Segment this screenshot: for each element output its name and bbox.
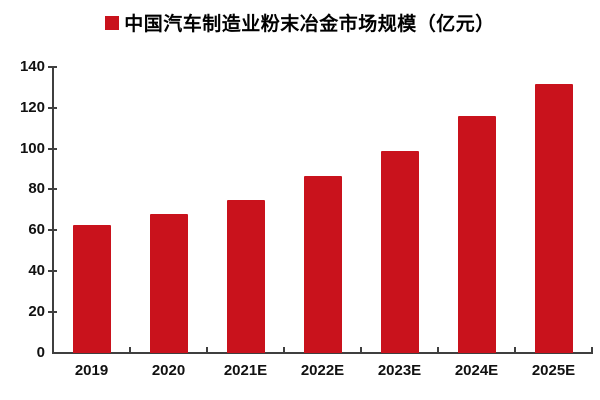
y-axis-tick-label: 20 [28, 302, 45, 320]
x-axis-tick-mark [360, 347, 362, 353]
bar-2021E [226, 200, 265, 353]
legend-swatch-icon [105, 15, 120, 30]
bar-2025E [534, 83, 573, 353]
x-axis-tick-mark [206, 347, 208, 353]
chart-legend: 中国汽车制造业粉末冶金市场规模（亿元） [0, 9, 600, 36]
y-axis-tick-label: 100 [19, 139, 45, 157]
x-axis-category-label: 2021E [223, 362, 268, 379]
x-axis-category-label: 2020 [151, 362, 186, 379]
x-axis-category-label: 2025E [531, 362, 576, 379]
x-axis-category-label: 2023E [377, 362, 422, 379]
x-axis-category-label: 2024E [454, 362, 499, 379]
y-axis-tick-mark [48, 66, 57, 68]
y-axis-tick-mark [48, 229, 57, 232]
bar-2020 [149, 214, 188, 353]
legend-label: 中国汽车制造业粉末冶金市场规模（亿元） [124, 13, 495, 35]
y-axis-tick-mark [48, 147, 57, 150]
x-axis-tick-mark [283, 347, 285, 353]
x-axis-category-label: 2022E [300, 362, 345, 379]
y-axis-tick-label: 80 [28, 180, 45, 198]
y-axis-tick-label: 60 [28, 221, 45, 239]
y-axis-tick-mark [48, 310, 57, 313]
bar-2019 [72, 224, 111, 353]
bar-2024E [457, 116, 496, 353]
x-axis-tick-mark [514, 347, 516, 353]
x-axis-tick-mark [591, 347, 593, 353]
y-axis-tick-label: 140 [19, 58, 45, 75]
x-axis-tick-mark [52, 347, 54, 353]
x-axis-tick-mark [129, 347, 131, 353]
y-axis-tick-mark [48, 188, 57, 191]
y-axis-tick-label: 40 [28, 261, 45, 279]
y-axis-line [52, 66, 54, 354]
y-axis-tick-label: 120 [19, 98, 45, 116]
y-axis-tick-mark [48, 106, 57, 109]
x-axis-tick-mark [437, 347, 439, 353]
bar-2023E [380, 151, 419, 353]
bar-2022E [303, 175, 342, 353]
y-axis-tick-label: 0 [36, 343, 45, 361]
x-axis-line [52, 352, 593, 354]
y-axis-tick-mark [48, 269, 57, 272]
x-axis-category-label: 2019 [74, 362, 109, 379]
